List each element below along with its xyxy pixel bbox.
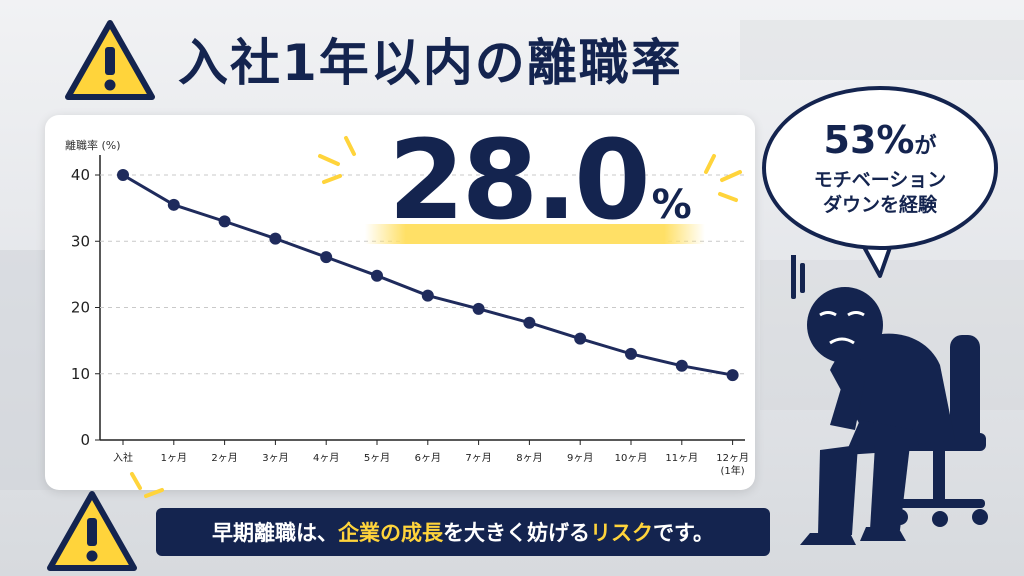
warning-icon-bottom (47, 491, 137, 571)
spark-right-icon (704, 154, 742, 202)
data-point (675, 359, 688, 372)
x-tick-label: 11ヶ月 (665, 452, 698, 464)
data-point (167, 198, 180, 211)
page-title: 入社1年以内の離職率 (178, 34, 683, 92)
data-point (320, 251, 333, 264)
x-tick-label: 7ヶ月 (465, 452, 491, 464)
warning-icon (65, 20, 155, 100)
highlight-stat-unit: % (651, 182, 692, 228)
data-point (574, 332, 587, 345)
x-tick-label: 9ヶ月 (567, 452, 593, 464)
speech-bubble: 53%が モチベーション ダウンを経験 (762, 86, 998, 250)
x-tick-label: 1ヶ月 (161, 452, 187, 464)
y-tick-label: 20 (71, 299, 90, 317)
bubble-line2: モチベーション (813, 168, 947, 191)
data-point (117, 169, 129, 181)
y-tick-label: 30 (71, 232, 90, 250)
banner-part-4: リスク (590, 521, 654, 545)
chart-card (45, 115, 755, 490)
x-tick-label: 6ヶ月 (415, 452, 441, 464)
data-point (472, 302, 485, 315)
x-tick-sublabel: (1年) (721, 464, 745, 477)
data-point (218, 215, 231, 228)
data-point (726, 369, 739, 382)
data-point (371, 269, 383, 282)
y-axis-label: 離職率 (%) (65, 138, 121, 152)
data-point (523, 316, 536, 329)
x-tick-label: 5ヶ月 (364, 452, 390, 464)
banner-part-5: です。 (653, 521, 714, 545)
bubble-value: 53% (823, 117, 915, 162)
data-point (625, 347, 637, 360)
message-banner: 早期離職は、 企業の成長 を大きく妨げる リスク です。 (156, 508, 770, 556)
title-row: 入社1年以内の離職率 (60, 14, 683, 104)
bubble-line3: ダウンを経験 (822, 193, 937, 216)
highlight-stat: 28.0% (360, 115, 720, 245)
x-tick-label: 4ヶ月 (313, 452, 339, 464)
data-point (269, 232, 282, 245)
x-tick-label: 12ヶ月 (716, 452, 749, 464)
banner-part-1: 早期離職は、 (212, 521, 339, 545)
x-tick-label: 3ヶ月 (262, 452, 288, 464)
x-tick-label: 10ヶ月 (615, 452, 648, 464)
y-tick-label: 10 (71, 365, 90, 383)
x-tick-label: 入社 (113, 451, 133, 464)
spark-left-icon (318, 136, 356, 184)
data-point (421, 289, 434, 302)
x-tick-label: 2ヶ月 (211, 452, 237, 464)
y-tick-label: 0 (80, 431, 90, 449)
banner-part-3: を大きく妨げる (443, 521, 591, 545)
sad-person-icon (791, 255, 988, 545)
spark-bottom-icon (130, 472, 164, 498)
bubble-suffix: が (914, 133, 937, 159)
x-tick-label: 8ヶ月 (516, 452, 542, 464)
highlight-stat-value: 28.0 (388, 116, 650, 244)
banner-part-2: 企業の成長 (338, 521, 444, 545)
stat-highlight-marker (365, 224, 705, 244)
line-chart: 離職率 (%) 0 10 20 30 40 入社 1ヶ月 2ヶ月 3ヶ月 4ヶ月 5ヶ月 6ヶ月 7ヶ月 8… (65, 138, 749, 477)
background-window (740, 20, 1024, 80)
y-tick-label: 40 (71, 166, 90, 184)
